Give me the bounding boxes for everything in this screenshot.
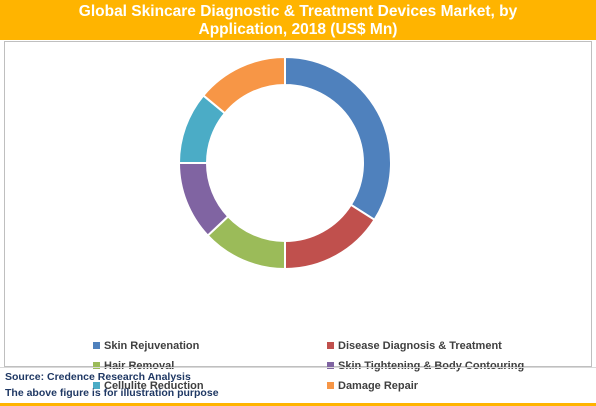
legend-label: Disease Diagnosis & Treatment bbox=[338, 340, 502, 352]
legend-item-3: Hair Removal bbox=[93, 359, 174, 373]
legend-item-4: Skin Tightening & Body Contouring bbox=[327, 359, 524, 373]
legend-label: Cellulite Reduction bbox=[104, 380, 204, 392]
donut-chart bbox=[177, 55, 392, 271]
legend-swatch bbox=[93, 382, 100, 389]
bottom-accent-bar bbox=[0, 403, 596, 406]
legend-swatch bbox=[327, 382, 334, 389]
legend-item-1: Skin Rejuvenation bbox=[93, 339, 199, 353]
donut-slice-2 bbox=[284, 203, 376, 271]
chart-title-line2: Application, 2018 (US$ Mn) bbox=[198, 21, 398, 38]
legend-label: Hair Removal bbox=[104, 360, 175, 372]
legend-label: Skin Rejuvenation bbox=[104, 340, 200, 352]
chart-title-bar: Global Skincare Diagnostic & Treatment D… bbox=[0, 0, 596, 40]
source-text: Source: Credence Research Analysis bbox=[5, 371, 191, 383]
legend-label: Damage Repair bbox=[338, 380, 419, 392]
legend-item-6: Damage Repair bbox=[327, 379, 418, 393]
legend-item-5: Cellulite Reduction bbox=[93, 379, 204, 393]
donut-slice-1 bbox=[284, 55, 392, 222]
donut-slice-6 bbox=[201, 55, 286, 115]
legend-swatch bbox=[93, 342, 100, 349]
chart-title-line1: Global Skincare Diagnostic & Treatment D… bbox=[78, 3, 518, 20]
chart-panel: Skin Rejuvenation Disease Diagnosis & Tre… bbox=[4, 41, 592, 392]
donut-slice-4 bbox=[177, 162, 230, 237]
illustration-note: The above figure is for illustration pur… bbox=[5, 387, 219, 399]
legend-swatch bbox=[327, 342, 334, 349]
legend-label: Skin Tightening & Body Contouring bbox=[338, 360, 525, 372]
source-block: Source: Credence Research Analysis The a… bbox=[4, 369, 592, 401]
legend-item-2: Disease Diagnosis & Treatment bbox=[327, 339, 502, 353]
legend-swatch bbox=[327, 362, 334, 369]
divider bbox=[0, 367, 596, 368]
legend-swatch bbox=[93, 362, 100, 369]
